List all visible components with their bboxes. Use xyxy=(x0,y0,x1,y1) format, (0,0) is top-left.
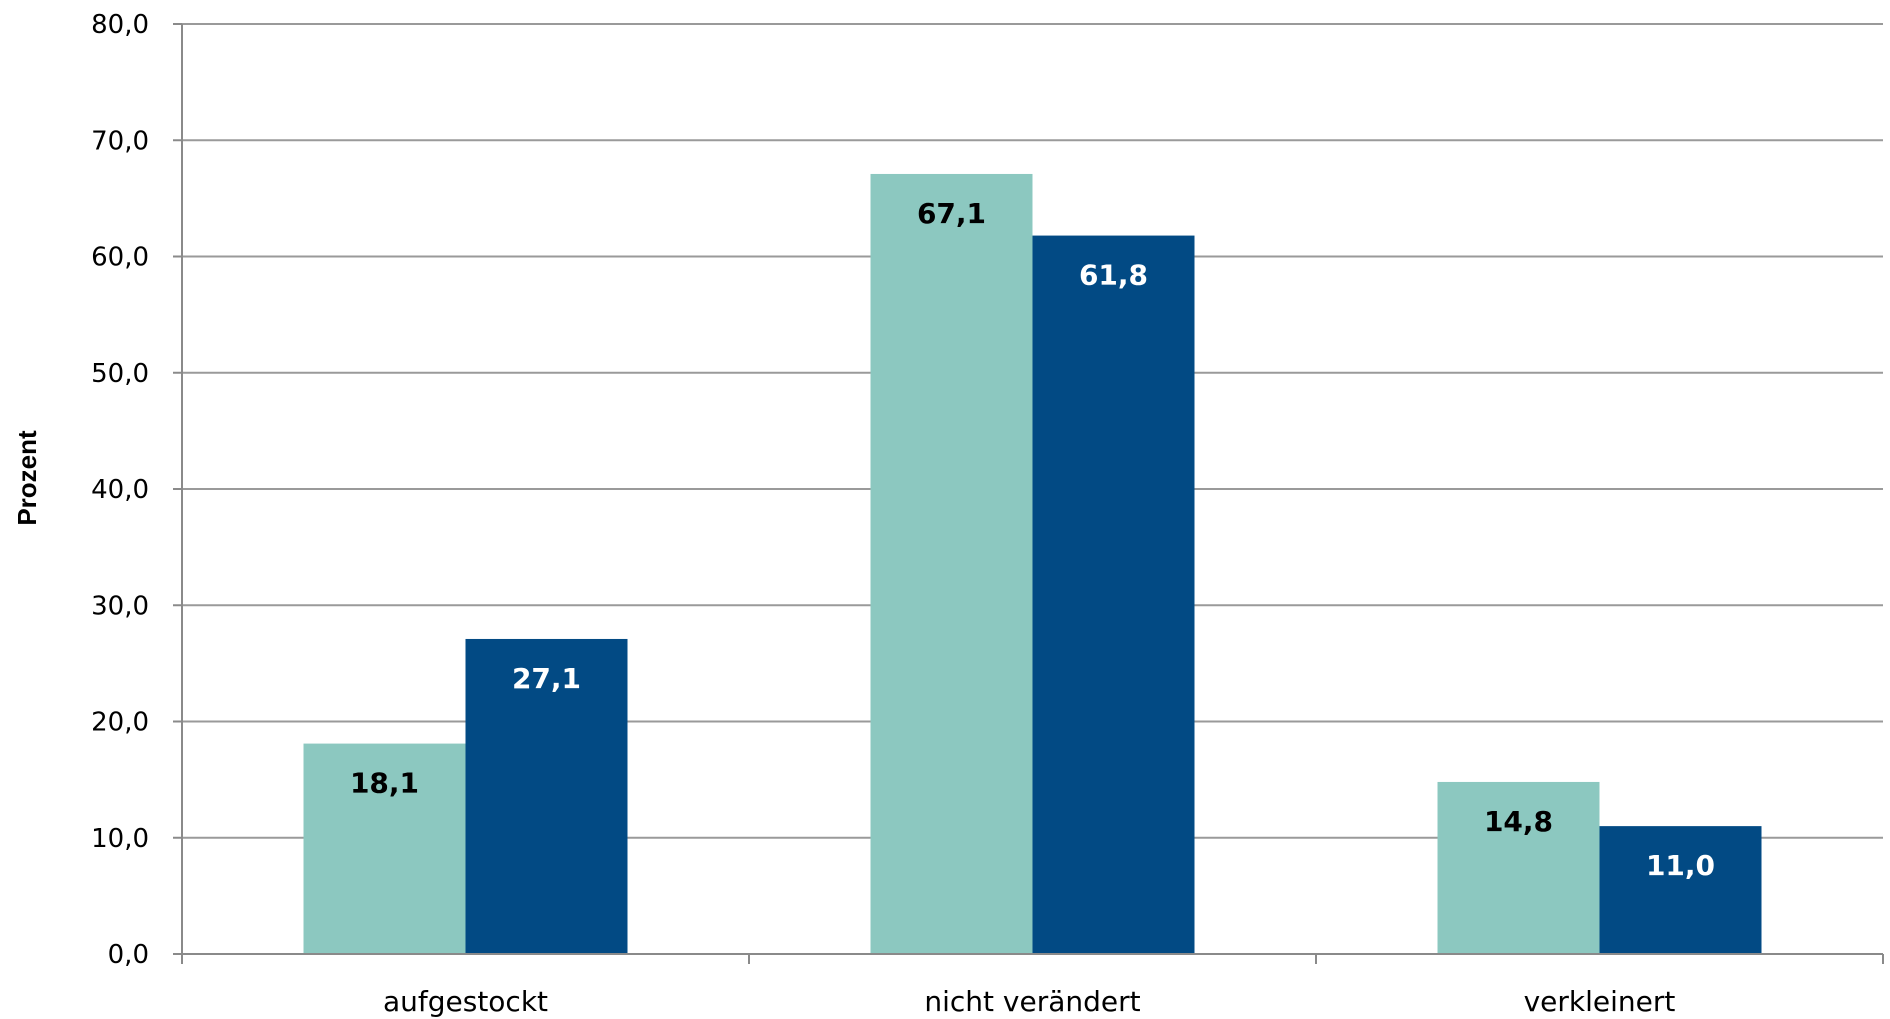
data-label: 11,0 xyxy=(1646,849,1715,882)
axes xyxy=(173,23,1884,964)
x-tick-label: aufgestockt xyxy=(383,985,548,1018)
bar xyxy=(1599,826,1762,954)
data-label: 14,8 xyxy=(1484,805,1553,838)
y-tick-label: 80,0 xyxy=(91,10,149,40)
bar xyxy=(465,638,628,954)
data-label: 67,1 xyxy=(917,197,986,230)
y-tick-label: 50,0 xyxy=(91,359,149,389)
bar xyxy=(870,173,1033,954)
x-tick-label: verkleinert xyxy=(1524,985,1676,1018)
y-tick-label: 70,0 xyxy=(91,126,149,156)
y-tick-label: 10,0 xyxy=(91,824,149,854)
bar xyxy=(303,743,466,954)
y-axis-title: Prozent xyxy=(12,430,42,526)
labels: 0,0 10,0 20,0 30,0 40,0 50,0 60,0 70,0 80,0 18,1 2… xyxy=(91,10,1715,1018)
data-label: 27,1 xyxy=(512,662,581,695)
y-tick-label: 20,0 xyxy=(91,708,149,738)
data-label: 61,8 xyxy=(1079,259,1148,292)
bar xyxy=(1437,781,1600,954)
y-tick-label: 40,0 xyxy=(91,475,149,505)
bars xyxy=(303,173,1762,954)
data-label: 18,1 xyxy=(350,767,419,800)
bar xyxy=(1032,235,1195,954)
x-tick-label: nicht verändert xyxy=(924,985,1140,1018)
y-tick-label: 0,0 xyxy=(108,940,149,970)
y-tick-label: 30,0 xyxy=(91,591,149,621)
y-tick-label: 60,0 xyxy=(91,243,149,273)
